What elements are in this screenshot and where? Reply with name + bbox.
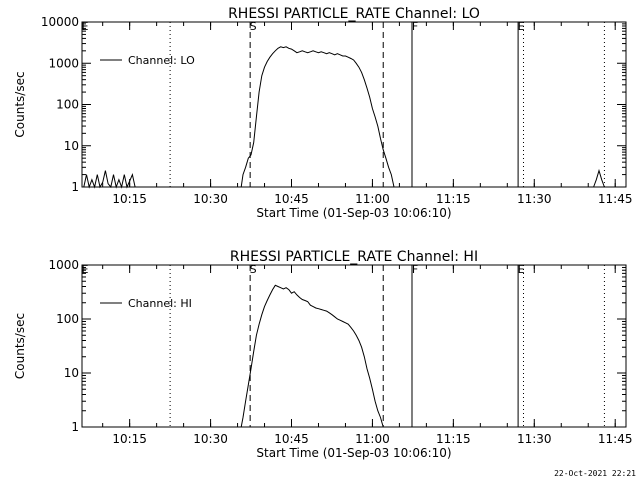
series-line — [83, 170, 136, 189]
series-line — [240, 284, 384, 428]
series-line — [240, 46, 395, 188]
footer-timestamp: 22-Oct-2021 22:21 — [554, 469, 636, 478]
y-tick-label: 100 — [56, 98, 79, 112]
legend-label: Channel: LO — [128, 54, 195, 67]
y-tick-label: 1000 — [48, 56, 79, 70]
x-tick-label: 11:45 — [598, 432, 633, 446]
y-tick-label: 10 — [64, 139, 79, 153]
y-tick-label: 10 — [64, 366, 79, 380]
series-line — [593, 168, 605, 188]
marker-label: F — [412, 20, 418, 33]
y-axis-label: Counts/sec — [13, 313, 27, 379]
x-tick-label: 10:15 — [112, 192, 147, 206]
x-axis-label: Start Time (01-Sep-03 10:06:10) — [256, 206, 451, 220]
marker-label: S — [250, 263, 257, 276]
marker-label: E — [82, 263, 89, 276]
marker-label: E — [518, 20, 525, 33]
chart-panel-1 — [81, 264, 627, 428]
x-tick-label: 10:30 — [193, 432, 228, 446]
x-tick-label: 11:15 — [436, 432, 471, 446]
legend-label: Channel: HI — [128, 297, 192, 310]
x-tick-label: 10:45 — [274, 192, 309, 206]
y-axis-label: Counts/sec — [13, 71, 27, 137]
x-tick-label: 11:00 — [355, 432, 390, 446]
x-tick-label: 11:00 — [355, 192, 390, 206]
chart-title: RHESSI PARTICLE_RATE Channel: HI — [230, 249, 478, 265]
x-tick-label: 11:30 — [517, 192, 552, 206]
marker-label: E — [82, 20, 89, 33]
y-tick-label: 1 — [71, 420, 79, 434]
plot-frame — [81, 21, 627, 188]
y-tick-label: 1000 — [48, 258, 79, 272]
x-tick-label: 11:45 — [598, 192, 633, 206]
x-tick-label: 10:30 — [193, 192, 228, 206]
x-tick-label: 11:30 — [517, 432, 552, 446]
x-tick-label: 10:15 — [112, 432, 147, 446]
y-tick-label: 1 — [71, 180, 79, 194]
marker-label: S — [250, 20, 257, 33]
x-tick-label: 11:15 — [436, 192, 471, 206]
plot-frame — [81, 264, 627, 428]
y-tick-label: 100 — [56, 312, 79, 326]
y-tick-label: 10000 — [41, 15, 79, 29]
marker-label: F — [412, 263, 418, 276]
chart-title: RHESSI PARTICLE_RATE Channel: LO — [228, 6, 480, 22]
chart-panel-0 — [81, 21, 627, 189]
x-axis-label: Start Time (01-Sep-03 10:06:10) — [256, 446, 451, 460]
marker-label: E — [518, 263, 525, 276]
x-tick-label: 10:45 — [274, 432, 309, 446]
